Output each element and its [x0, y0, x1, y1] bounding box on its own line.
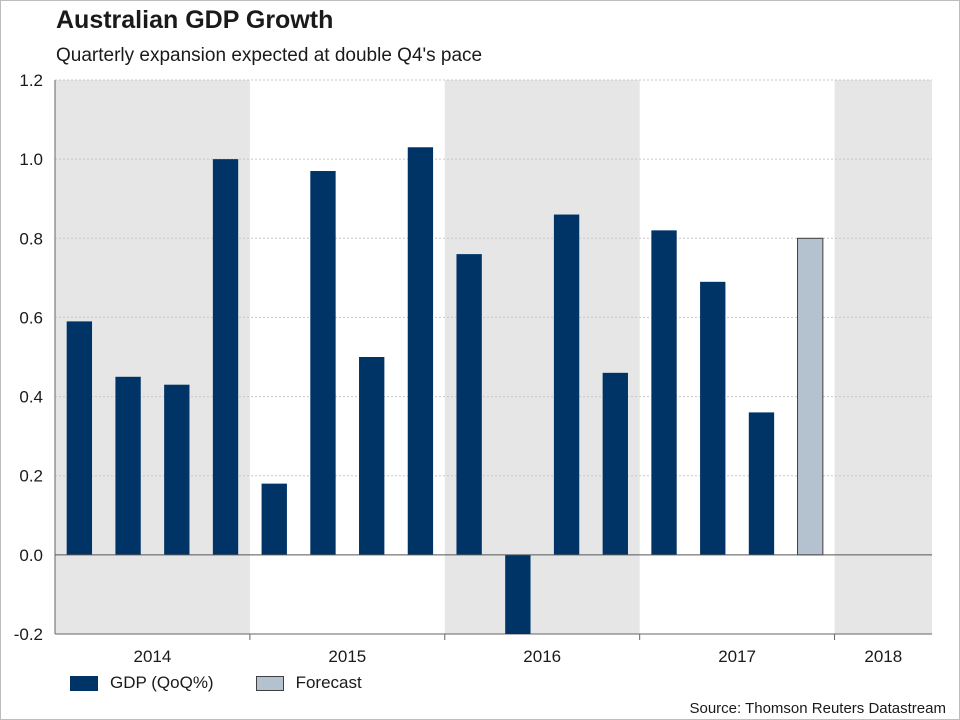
gdp-bar [505, 554, 531, 634]
legend-label-forecast: Forecast [295, 673, 362, 692]
gdp-bar [456, 254, 482, 555]
legend-label-gdp: GDP (QoQ%) [110, 673, 214, 692]
gdp-bar [748, 412, 775, 555]
gdp-bar [261, 483, 287, 555]
x-tick-label-2015: 2015 [328, 647, 366, 666]
gdp-bar [310, 171, 336, 555]
legend-item-forecast: Forecast [255, 673, 362, 693]
gdp-bar [66, 321, 93, 555]
chart-title: Australian GDP Growth [56, 6, 334, 34]
gdp-bar [212, 159, 239, 555]
legend-swatch-gdp [70, 675, 98, 691]
x-tick-label-2017: 2017 [718, 647, 756, 666]
gdp-bar [115, 376, 141, 555]
gdp-bar [164, 384, 190, 555]
y-tick-label: 0.2 [19, 467, 43, 486]
legend: GDP (QoQ%) Forecast [70, 673, 404, 693]
source-note: Source: Thomson Reuters Datastream [689, 700, 946, 717]
y-tick-label: 0.4 [19, 388, 43, 407]
gdp-bar [359, 357, 385, 555]
y-tick-label: 0.6 [19, 308, 43, 327]
y-tick-label: 0.8 [19, 229, 43, 248]
gdp-bar [553, 214, 580, 555]
gdp-bar [700, 281, 726, 555]
gdp-bar [407, 147, 434, 555]
x-tick-label-2014: 2014 [134, 647, 172, 666]
chart-subtitle: Quarterly expansion expected at double Q… [56, 45, 483, 66]
x-tick-label-2018: 2018 [864, 647, 902, 666]
forecast-bar [797, 237, 824, 556]
y-tick-label: 0.0 [19, 546, 43, 565]
x-tick-label-2016: 2016 [523, 647, 561, 666]
y-tick-label: -0.2 [14, 625, 43, 644]
legend-item-gdp: GDP (QoQ%) [70, 673, 214, 693]
gdp-bar [651, 230, 677, 555]
y-tick-label: 1.0 [19, 150, 43, 169]
year-band-2018 [834, 80, 932, 634]
legend-swatch-forecast [255, 675, 284, 691]
gdp-bar [602, 372, 628, 555]
y-tick-label: 1.2 [19, 71, 43, 90]
